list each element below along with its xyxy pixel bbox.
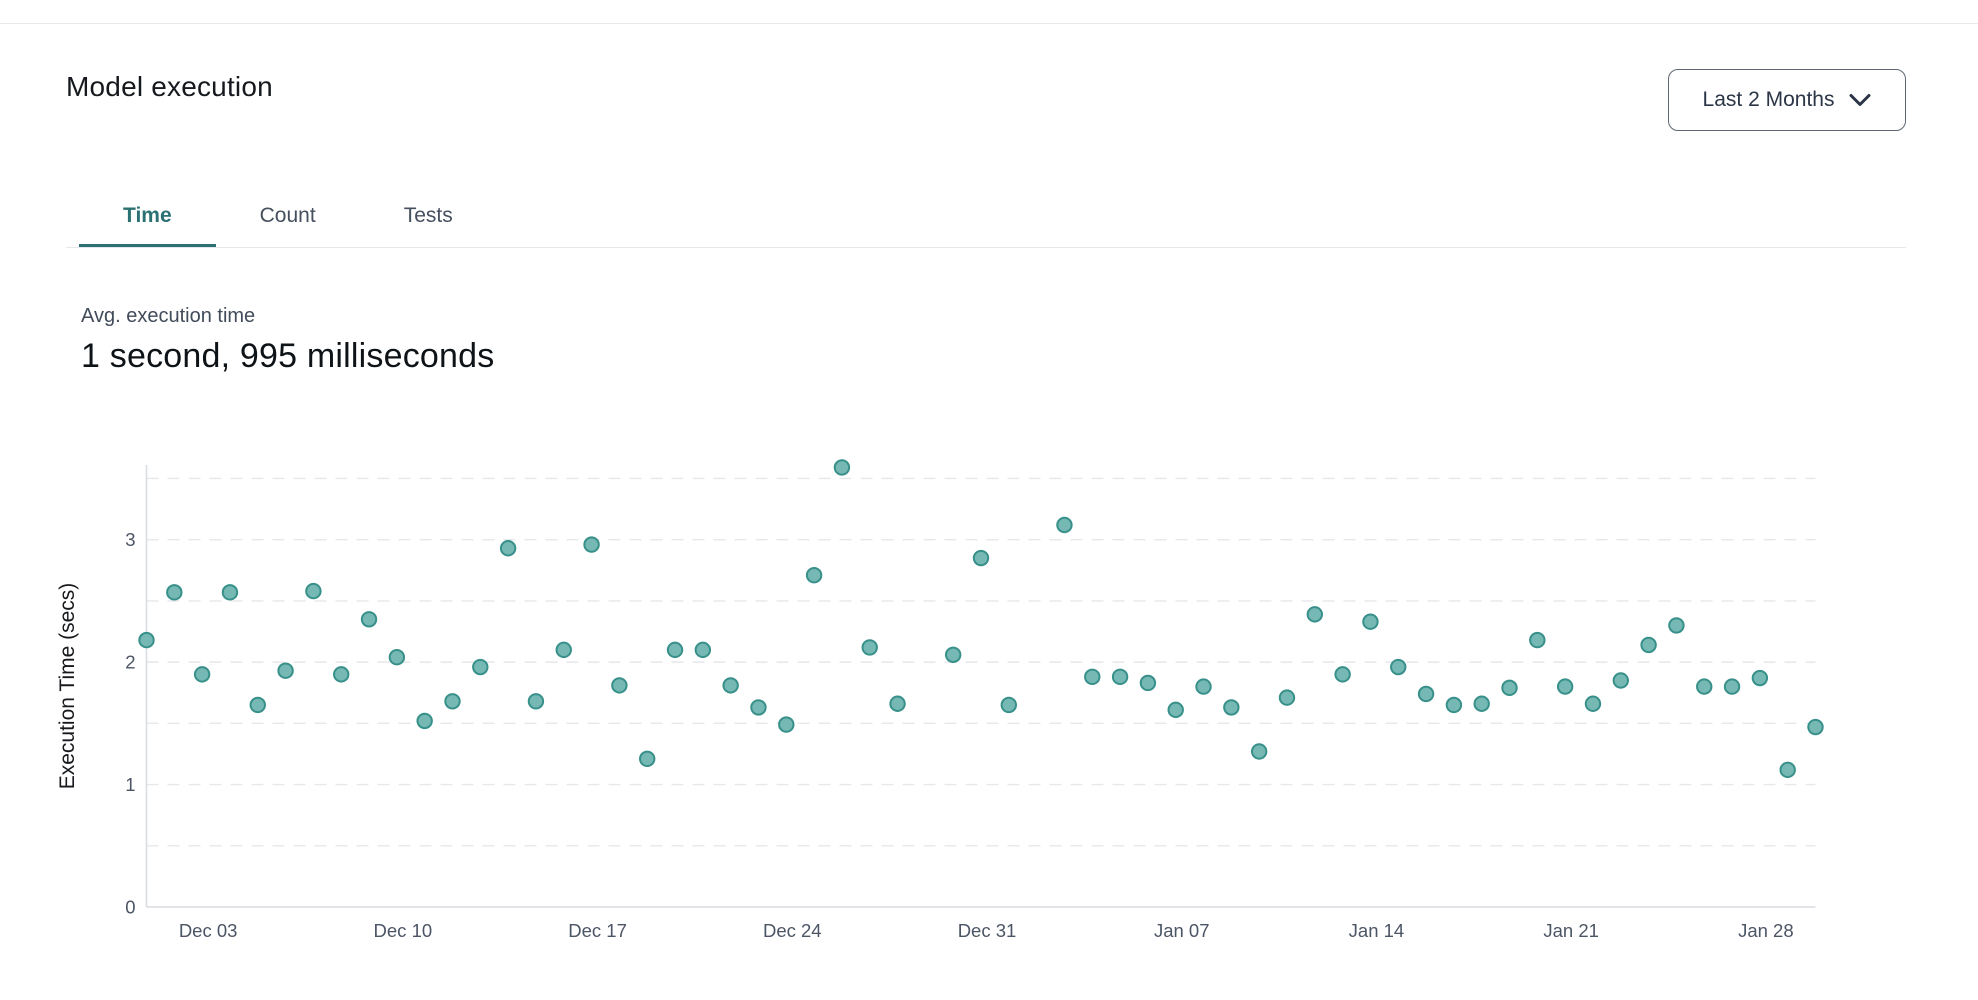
data-point[interactable] <box>1139 674 1157 692</box>
page-title: Model execution <box>66 71 273 102</box>
data-point[interactable] <box>1084 668 1101 686</box>
data-point[interactable] <box>527 693 545 710</box>
data-point[interactable] <box>1250 743 1268 760</box>
y-tick-label: 2 <box>125 652 135 673</box>
data-point[interactable] <box>972 549 990 567</box>
data-point[interactable] <box>1751 669 1769 687</box>
data-point[interactable] <box>1000 696 1018 714</box>
data-point[interactable] <box>333 666 350 683</box>
x-tick-label: Dec 31 <box>958 920 1017 941</box>
data-point[interactable] <box>778 716 795 733</box>
data-point[interactable] <box>305 582 322 600</box>
tab-time[interactable]: Time <box>79 188 216 248</box>
data-point[interactable] <box>944 646 962 663</box>
data-point[interactable] <box>444 693 461 710</box>
data-point[interactable] <box>583 536 600 553</box>
data-point[interactable] <box>1723 678 1741 695</box>
data-point[interactable] <box>1556 678 1574 695</box>
data-point[interactable] <box>249 696 266 714</box>
data-point[interactable] <box>138 631 155 649</box>
x-tick-label: Dec 17 <box>568 920 627 941</box>
x-tick-label: Jan 28 <box>1738 920 1794 941</box>
data-point[interactable] <box>1334 666 1351 683</box>
y-tick-label: 1 <box>125 774 135 795</box>
chevron-down-icon <box>1849 93 1871 107</box>
data-point[interactable] <box>1278 689 1296 706</box>
data-point[interactable] <box>193 666 211 683</box>
data-point[interactable] <box>639 750 656 768</box>
data-point[interactable] <box>1529 631 1546 649</box>
data-point[interactable] <box>1640 636 1657 654</box>
data-point[interactable] <box>805 566 823 584</box>
stat-label: Avg. execution time <box>81 305 256 327</box>
y-axis-title: Execution Time (secs) <box>56 583 79 790</box>
date-range-dropdown[interactable]: Last 2 Months <box>1668 69 1906 131</box>
data-point[interactable] <box>1473 695 1490 712</box>
data-point[interactable] <box>1111 668 1129 686</box>
tab-divider <box>66 247 1906 248</box>
data-point[interactable] <box>1390 658 1407 676</box>
data-point[interactable] <box>666 641 684 659</box>
date-range-label: Last 2 Months <box>1702 88 1835 111</box>
data-point[interactable] <box>1223 699 1240 716</box>
data-point[interactable] <box>1668 617 1685 634</box>
tab-tests[interactable]: Tests <box>403 204 453 227</box>
top-divider <box>0 23 1978 24</box>
data-point[interactable] <box>889 695 906 712</box>
data-point[interactable] <box>1807 718 1824 736</box>
x-tick-label: Jan 14 <box>1349 920 1405 941</box>
data-point[interactable] <box>499 540 517 557</box>
data-point[interactable] <box>1445 696 1463 714</box>
data-point[interactable] <box>221 584 239 601</box>
data-point[interactable] <box>1696 678 1713 695</box>
stat-value: 1 second, 995 milliseconds <box>81 337 495 375</box>
data-point[interactable] <box>277 662 294 679</box>
data-point[interactable] <box>694 641 712 659</box>
data-point[interactable] <box>750 699 767 716</box>
tab-count[interactable]: Count <box>259 204 316 227</box>
data-point[interactable] <box>1362 613 1379 630</box>
data-point[interactable] <box>1056 516 1073 534</box>
data-point[interactable] <box>611 677 628 694</box>
x-tick-label: Jan 07 <box>1154 920 1210 941</box>
data-point[interactable] <box>555 641 572 659</box>
data-point[interactable] <box>472 658 489 676</box>
data-point[interactable] <box>1779 761 1796 779</box>
data-point[interactable] <box>1167 701 1184 719</box>
data-point[interactable] <box>1417 685 1435 703</box>
x-tick-label: Dec 24 <box>763 920 822 941</box>
data-point[interactable] <box>1612 672 1629 689</box>
execution-time-chart: 0 1 2 3 Dec 03 Dec 10 Dec 17 Dec 24 Dec 31 Jan 07… <box>0 440 1978 1000</box>
data-point[interactable] <box>388 649 406 666</box>
x-tick-label: Jan 21 <box>1543 920 1599 941</box>
data-point[interactable] <box>861 639 878 656</box>
data-point[interactable] <box>416 712 433 730</box>
data-point[interactable] <box>166 584 183 601</box>
y-tick-label: 0 <box>125 897 135 918</box>
data-point[interactable] <box>722 677 739 694</box>
data-point[interactable] <box>1306 606 1324 623</box>
data-point[interactable] <box>833 459 851 476</box>
data-point[interactable] <box>360 611 378 628</box>
x-tick-label: Dec 10 <box>374 920 433 941</box>
data-point[interactable] <box>1501 679 1518 697</box>
y-tick-label: 3 <box>125 529 135 550</box>
x-tick-label: Dec 03 <box>179 920 238 941</box>
data-point[interactable] <box>1584 695 1602 712</box>
tab-bar: Time Count Tests <box>79 188 497 248</box>
data-point[interactable] <box>1195 678 1212 695</box>
